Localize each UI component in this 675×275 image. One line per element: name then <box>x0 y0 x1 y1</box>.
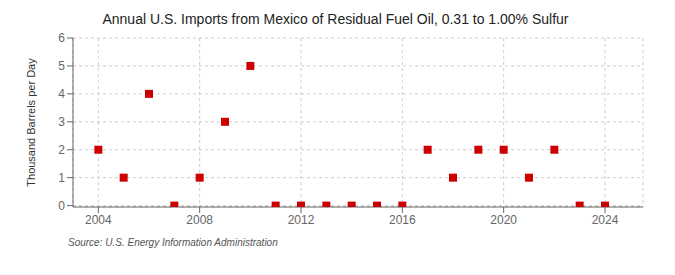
svg-text:3: 3 <box>58 115 65 129</box>
svg-text:2016: 2016 <box>389 213 416 227</box>
svg-text:Thousand Barrels per Day: Thousand Barrels per Day <box>25 58 37 187</box>
svg-text:2020: 2020 <box>490 213 517 227</box>
html-text:Annual U.S. Imports from Mexic: Annual U.S. Imports from Mexico of Resid… <box>102 11 569 27</box>
svg-text:2: 2 <box>58 143 65 157</box>
svg-text:0: 0 <box>58 199 65 213</box>
svg-text:1: 1 <box>58 171 65 185</box>
svg-text:2008: 2008 <box>186 213 213 227</box>
svg-text:2004: 2004 <box>85 213 112 227</box>
html-text:Source: U.S. Energy Informatio: Source: U.S. Energy Information Administ… <box>68 237 278 248</box>
svg-text:4: 4 <box>58 87 65 101</box>
svg-text:6: 6 <box>58 31 65 45</box>
svg-text:2024: 2024 <box>592 213 619 227</box>
svg-text:2012: 2012 <box>288 213 315 227</box>
svg-text:5: 5 <box>58 59 65 73</box>
